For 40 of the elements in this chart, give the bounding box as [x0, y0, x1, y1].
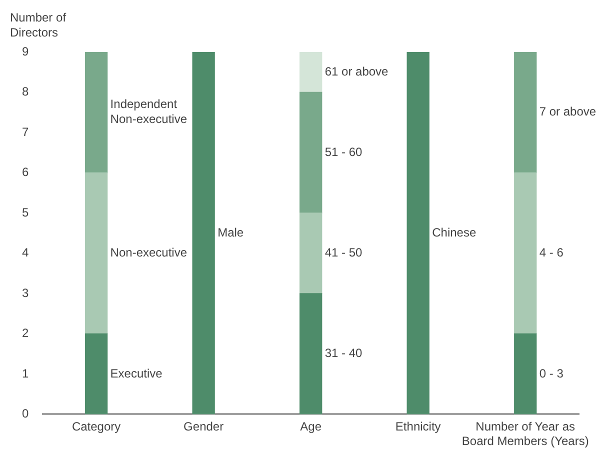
annotation: 31 - 40	[324, 346, 363, 360]
annotation: Chinese	[432, 225, 476, 240]
annotation: 4 - 6	[539, 246, 564, 260]
annotation: 0 - 3	[539, 366, 564, 380]
y-tick-label: 6	[22, 165, 29, 180]
bar	[300, 293, 322, 414]
y-tick-label: 2	[22, 326, 29, 340]
x-tick-label: Gender	[184, 420, 224, 434]
bar	[84, 172, 108, 334]
y-tick-label: 0	[22, 406, 29, 421]
bar	[84, 52, 108, 174]
y-tick-label: 4	[22, 246, 29, 260]
x-tick-label: Category	[72, 420, 121, 434]
annotation: Executive	[110, 366, 163, 380]
annotation: Male	[218, 225, 244, 240]
y-tick-label: 3	[22, 286, 29, 300]
bar	[300, 212, 322, 294]
x-tick-label: Age	[300, 420, 322, 434]
annotation: Non-executive	[110, 246, 188, 260]
annotation: 51 - 60	[324, 144, 363, 159]
bar	[192, 52, 215, 414]
annotation: 41 - 50	[324, 246, 363, 260]
bar	[406, 52, 430, 414]
bar	[514, 52, 537, 174]
annotation: Independent Non-executive	[110, 97, 188, 126]
x-tick-label: Ethnicity	[395, 420, 441, 434]
bar	[300, 52, 322, 93]
y-tick-label: 7	[22, 124, 29, 139]
y-tick-label: 8	[22, 84, 29, 99]
bar	[514, 333, 537, 414]
annotation: 7 or above	[539, 104, 596, 119]
y-tick-label: 5	[22, 205, 29, 220]
y-tick-label: 9	[22, 44, 29, 58]
annotation: 61 or above	[324, 64, 389, 78]
bar	[300, 92, 322, 214]
bar	[84, 333, 108, 414]
y-axis-title: Number of Directors	[10, 10, 67, 40]
x-tick-label: Number of Year as Board Members (Years)	[462, 420, 589, 448]
bar	[514, 172, 537, 334]
y-tick-label: 1	[22, 366, 29, 380]
